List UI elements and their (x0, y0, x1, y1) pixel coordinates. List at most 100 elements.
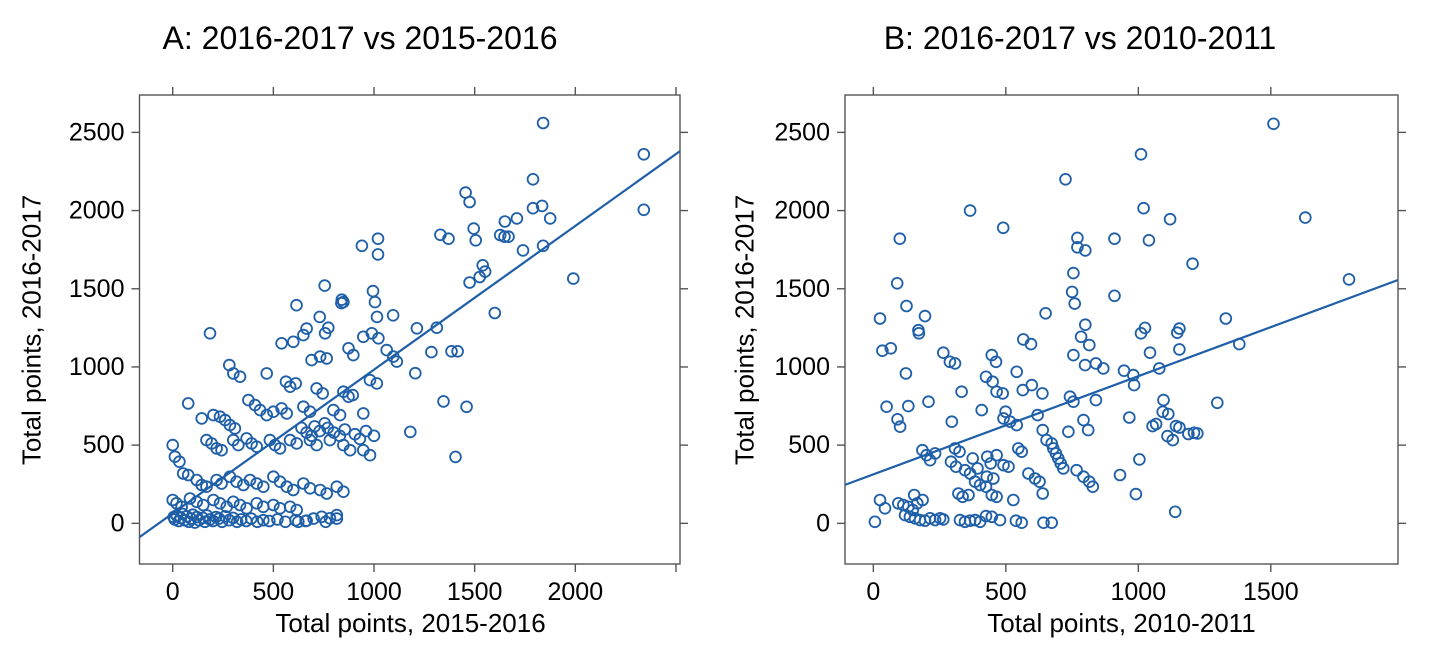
data-point (244, 512, 258, 525)
data-point (1086, 480, 1100, 494)
data-point (256, 500, 270, 514)
data-point (1006, 493, 1020, 507)
data-point (1267, 117, 1280, 131)
data-point (290, 437, 304, 450)
data-point (1071, 231, 1084, 245)
data-point (1162, 407, 1175, 421)
data-point (912, 326, 926, 340)
data-point (1108, 289, 1121, 303)
data-point (213, 496, 227, 510)
data-point (1163, 212, 1177, 226)
data-point (985, 510, 999, 524)
panel-a-y-axis-label: Total points, 2016-2017 (16, 194, 47, 466)
data-point (313, 350, 327, 363)
data-point (460, 400, 473, 414)
data-point (327, 426, 341, 439)
data-point (232, 438, 245, 452)
data-point (372, 331, 385, 345)
data-point (445, 344, 458, 358)
data-point (286, 483, 300, 497)
data-point (346, 388, 360, 402)
data-point (1079, 244, 1092, 257)
data-point (430, 321, 444, 335)
data-point (936, 513, 950, 526)
data-point (1074, 330, 1088, 344)
data-point (366, 284, 380, 298)
data-point (215, 477, 228, 490)
data-point (335, 296, 348, 310)
data-point (1024, 337, 1038, 351)
data-point (1342, 273, 1356, 286)
data-point (1166, 433, 1180, 447)
data-point (307, 512, 320, 525)
data-point (962, 488, 975, 502)
data-point (1068, 297, 1081, 310)
data-point (286, 335, 300, 349)
data-point (945, 415, 959, 429)
data-point (987, 472, 1000, 485)
data-point (463, 195, 476, 209)
data-point (1219, 312, 1233, 325)
data-point (973, 478, 987, 492)
data-point (1153, 362, 1166, 375)
data-point (1015, 516, 1028, 529)
data-point (1033, 475, 1046, 489)
data-point (502, 230, 515, 244)
data-point (990, 490, 1003, 504)
axis-ticks (837, 87, 1406, 572)
data-point (1173, 343, 1186, 356)
data-point (473, 270, 487, 284)
data-point (1097, 362, 1110, 375)
data-point (516, 244, 530, 257)
data-point (370, 310, 384, 324)
data-point (290, 298, 303, 312)
data-point (363, 448, 377, 462)
data-point (997, 458, 1010, 472)
data-point (901, 399, 915, 413)
x-tick-label: 2000 (548, 578, 604, 606)
data-point (316, 387, 330, 400)
data-point (993, 513, 1007, 527)
data-point (997, 412, 1010, 425)
data-point (1168, 505, 1182, 519)
y-tick-label: 2500 (774, 118, 830, 146)
data-point (243, 473, 257, 487)
data-point (880, 400, 893, 414)
data-point (262, 514, 276, 528)
data-point (451, 344, 464, 358)
y-tick-label: 0 (111, 509, 125, 537)
data-point (469, 234, 483, 247)
data-point (280, 480, 294, 494)
data-point (1036, 387, 1049, 400)
panel-b-y-axis-label: Total points, 2016-2017 (729, 194, 760, 466)
data-point (928, 447, 942, 460)
data-point (1010, 418, 1023, 432)
data-point (900, 299, 913, 313)
data-point (380, 343, 394, 357)
data-point (1233, 337, 1246, 351)
data-point (893, 420, 907, 434)
x-tick-label: 500 (253, 578, 295, 606)
data-point (990, 385, 1003, 399)
data-point (275, 336, 288, 350)
data-point (943, 355, 957, 369)
data-point (1191, 427, 1204, 440)
data-point (230, 475, 243, 489)
data-point (207, 408, 220, 422)
data-point (918, 309, 932, 323)
data-point (1157, 393, 1170, 407)
data-point (299, 514, 312, 528)
data-point (1134, 326, 1148, 340)
data-point (337, 485, 350, 499)
data-point (526, 201, 540, 215)
data-point (218, 509, 232, 523)
data-point (498, 215, 512, 228)
x-tick-label: 0 (866, 578, 880, 606)
data-point (1089, 393, 1103, 407)
data-point (176, 467, 190, 480)
data-point (166, 438, 180, 452)
data-point (498, 230, 511, 244)
data-point (228, 422, 242, 435)
data-point (876, 344, 889, 358)
data-point (979, 509, 993, 523)
